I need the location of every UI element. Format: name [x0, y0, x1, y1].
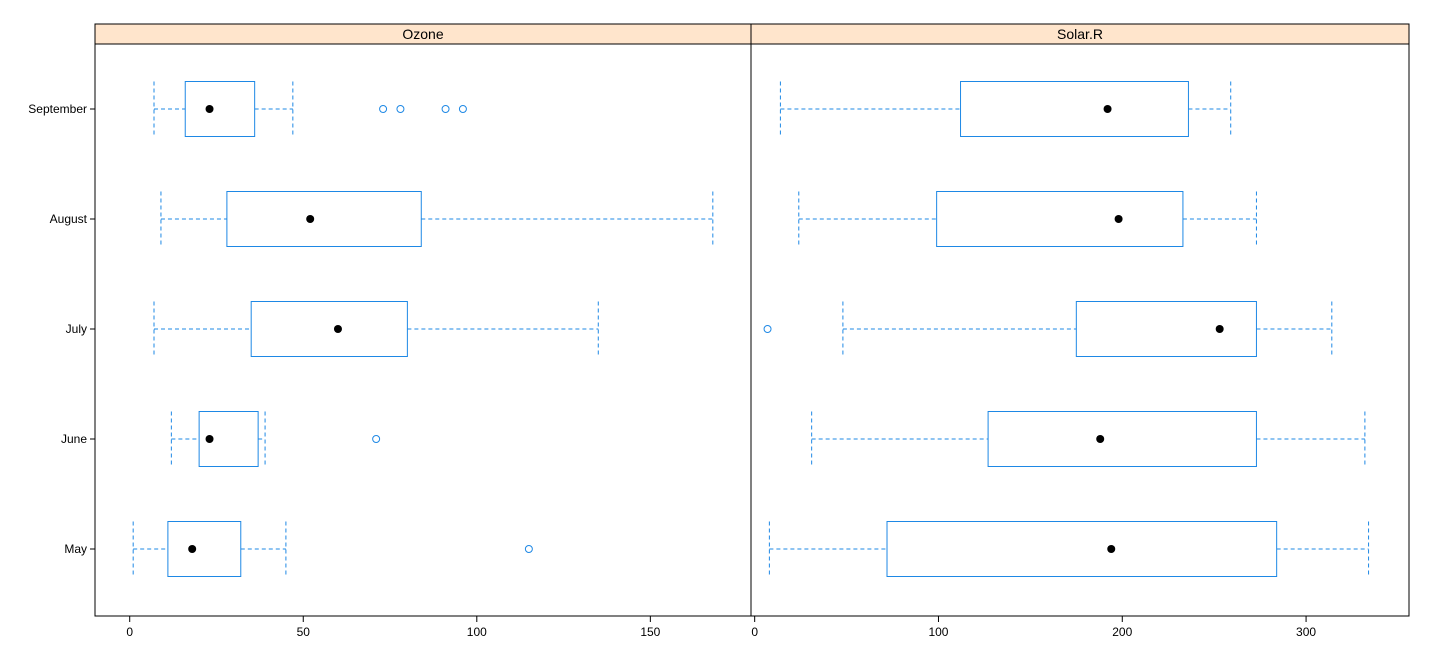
box-iqr [1075, 301, 1257, 357]
outlier-point [524, 545, 533, 553]
box-ozone-september [153, 81, 467, 137]
box-iqr [250, 301, 408, 357]
x-tick-label: 100 [467, 625, 487, 639]
panel-border [94, 43, 752, 617]
box-iqr [167, 521, 242, 577]
box-solar-r-july [763, 301, 1333, 357]
x-tick-label: 200 [1112, 625, 1132, 639]
x-tick-label: 0 [751, 625, 758, 639]
y-label-july: July [66, 322, 87, 336]
y-label-august: August [50, 212, 88, 226]
panel-border [750, 43, 1410, 617]
x-axis-ozone: 0 50 100 150 [126, 616, 661, 639]
box-iqr [886, 521, 1278, 577]
median-dot [1114, 215, 1123, 223]
box-ozone-may [132, 521, 533, 577]
box-ozone-july [153, 301, 599, 357]
panel-ozone [94, 43, 752, 617]
box-iqr [987, 411, 1257, 467]
box-iqr [936, 191, 1184, 247]
x-tick-label: 50 [297, 625, 311, 639]
box-ozone-june [170, 411, 381, 467]
box-iqr [960, 81, 1189, 137]
panel-strips: Ozone Solar.R [94, 23, 1410, 45]
box-solar-r-september [779, 81, 1232, 137]
strip-ozone: Ozone [94, 23, 752, 45]
box-iqr [226, 191, 422, 247]
median-dot [333, 325, 342, 333]
box-solar-r-june [811, 411, 1366, 467]
outlier-point [379, 105, 388, 113]
outlier-point [372, 435, 381, 443]
y-label-september: September [28, 102, 87, 116]
median-dot [1107, 545, 1116, 553]
outlier-point [763, 325, 772, 333]
outlier-point [396, 105, 405, 113]
strip-solar-r: Solar.R [750, 23, 1410, 45]
x-axis-solar-r: 0 100 200 300 [751, 616, 1316, 639]
x-tick-label: 100 [928, 625, 948, 639]
panels [94, 43, 1410, 617]
median-dot [205, 105, 214, 113]
panel-title-ozone: Ozone [402, 26, 443, 42]
y-label-may: May [64, 542, 87, 556]
x-axes: 0 50 100 150 0 100 200 300 [126, 616, 1316, 639]
x-tick-label: 0 [126, 625, 133, 639]
median-dot [188, 545, 197, 553]
outlier-point [458, 105, 467, 113]
median-dot [1103, 105, 1112, 113]
panel-solar-r [750, 43, 1410, 617]
median-dot [1215, 325, 1224, 333]
outlier-point [441, 105, 450, 113]
y-label-june: June [61, 432, 87, 446]
box-iqr [184, 81, 256, 137]
median-dot [205, 435, 214, 443]
box-ozone-august [160, 191, 714, 247]
x-tick-label: 300 [1296, 625, 1316, 639]
x-tick-label: 150 [640, 625, 660, 639]
panel-title-solar-r: Solar.R [1057, 26, 1103, 42]
median-dot [1096, 435, 1105, 443]
box-iqr [198, 411, 259, 467]
box-solar-r-august [798, 191, 1257, 247]
y-axis-labels: May June July August September [28, 102, 95, 556]
box-solar-r-may [768, 521, 1370, 577]
median-dot [306, 215, 315, 223]
